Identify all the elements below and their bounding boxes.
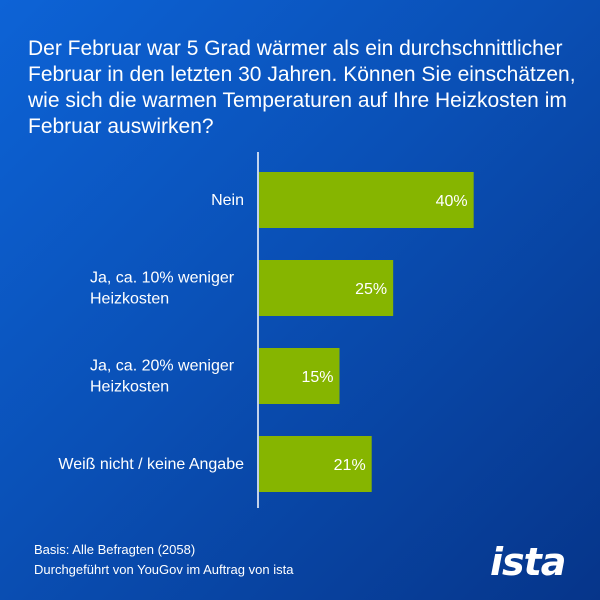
value-label-3: 15% xyxy=(301,369,333,386)
value-label-4: 21% xyxy=(334,457,366,474)
category-label-line: Heizkosten xyxy=(90,291,169,308)
bar-1 xyxy=(259,172,474,228)
bar-3 xyxy=(259,348,340,404)
footnote-conducted-by: Durchgeführt von YouGov im Auftrag von i… xyxy=(34,562,294,577)
category-label-1: Nein xyxy=(211,192,244,209)
ista-logo: ista xyxy=(490,540,566,584)
chart-title: Der Februar war 5 Grad wärmer als ein du… xyxy=(28,37,576,138)
category-label-line: Heizkosten xyxy=(90,379,169,396)
category-label-4: Weiß nicht / keine Angabe xyxy=(58,456,244,473)
footnote-basis: Basis: Alle Befragten (2058) xyxy=(34,542,196,557)
category-label-line: Ja, ca. 20% weniger xyxy=(90,358,235,375)
category-label-line: Ja, ca. 10% weniger xyxy=(90,270,235,287)
category-label-2: Ja, ca. 10% weniger Heizkosten xyxy=(90,270,235,308)
footnote: Basis: Alle Befragten (2058) Durchgeführ… xyxy=(34,540,293,580)
bar-4 xyxy=(259,436,372,492)
value-label-2: 25% xyxy=(355,281,387,298)
bar-2 xyxy=(259,260,394,316)
category-label-3: Ja, ca. 20% weniger Heizkosten xyxy=(90,358,235,396)
value-label-1: 40% xyxy=(436,193,468,210)
